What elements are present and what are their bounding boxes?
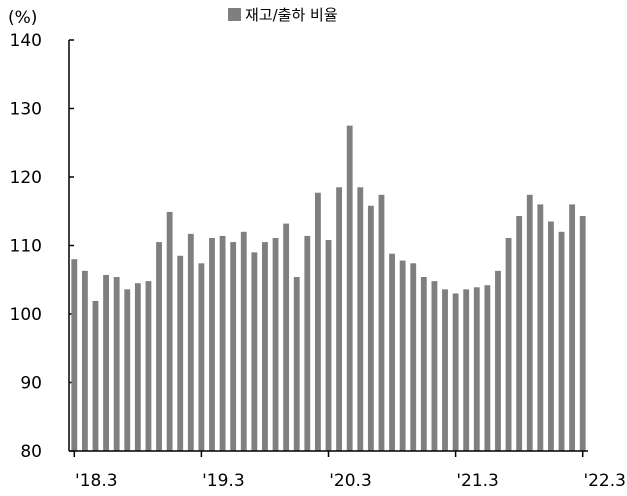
bar <box>558 231 565 451</box>
x-tick-label: '22.3 <box>583 471 626 491</box>
x-axis-ticks: '18.3 '19.3 '20.3 '21.3 '22.3 <box>73 451 626 491</box>
bar <box>272 237 279 451</box>
y-tick-label: 120 <box>10 168 42 188</box>
bar <box>124 289 131 451</box>
bar <box>526 194 533 451</box>
bar <box>548 221 554 451</box>
bar <box>219 235 226 451</box>
bar <box>484 285 491 451</box>
bar <box>166 211 173 451</box>
bar <box>537 204 544 451</box>
bar <box>156 242 162 451</box>
bar <box>463 289 470 451</box>
bar <box>579 216 586 451</box>
bar <box>399 260 406 451</box>
bar <box>495 270 501 451</box>
bar <box>431 281 438 451</box>
bar <box>315 192 321 451</box>
bar <box>389 253 395 451</box>
y-tick-label: 100 <box>10 305 42 325</box>
y-tick-label: 90 <box>20 374 42 394</box>
bar <box>145 281 152 451</box>
bar <box>473 287 480 451</box>
bar-series <box>71 125 586 452</box>
bar <box>505 237 512 451</box>
bar <box>262 242 268 451</box>
bar <box>325 240 332 451</box>
bar <box>81 270 88 451</box>
x-tick-label: '19.3 <box>202 471 245 491</box>
bar <box>198 263 205 451</box>
y-tick-label: 140 <box>10 31 42 51</box>
y-tick-label: 80 <box>20 442 42 462</box>
bar <box>240 231 247 451</box>
x-tick-label: '18.3 <box>75 471 118 491</box>
bar <box>230 242 237 451</box>
bar <box>569 204 576 451</box>
bar <box>71 259 78 451</box>
bar <box>251 252 258 451</box>
legend-swatch <box>228 8 241 21</box>
y-axis-ticks: 80 90 100 110 120 130 140 <box>10 31 74 462</box>
bar <box>410 263 417 451</box>
bar <box>103 274 109 451</box>
x-tick-label: '21.3 <box>456 471 499 491</box>
bar <box>293 277 300 451</box>
bar <box>92 300 99 451</box>
bar <box>177 255 184 451</box>
bar <box>367 205 374 451</box>
bar <box>336 187 343 451</box>
bar <box>134 283 141 451</box>
bar <box>304 235 311 451</box>
y-tick-label: 130 <box>10 100 42 120</box>
legend-series-label: 재고/출하 비율 <box>245 6 338 24</box>
x-tick-label: '20.3 <box>329 471 372 491</box>
y-axis-unit-label: (%) <box>8 8 37 28</box>
bar <box>452 293 459 451</box>
legend: 재고/출하 비율 <box>228 6 338 24</box>
bar <box>357 187 364 451</box>
bar <box>420 277 427 451</box>
bar <box>516 216 523 451</box>
bar <box>442 289 448 451</box>
bar <box>378 194 385 451</box>
bar <box>346 125 353 452</box>
bar <box>113 277 120 451</box>
y-tick-label: 110 <box>10 237 42 257</box>
bar <box>283 223 290 451</box>
bar <box>187 233 194 451</box>
bar <box>209 237 215 451</box>
